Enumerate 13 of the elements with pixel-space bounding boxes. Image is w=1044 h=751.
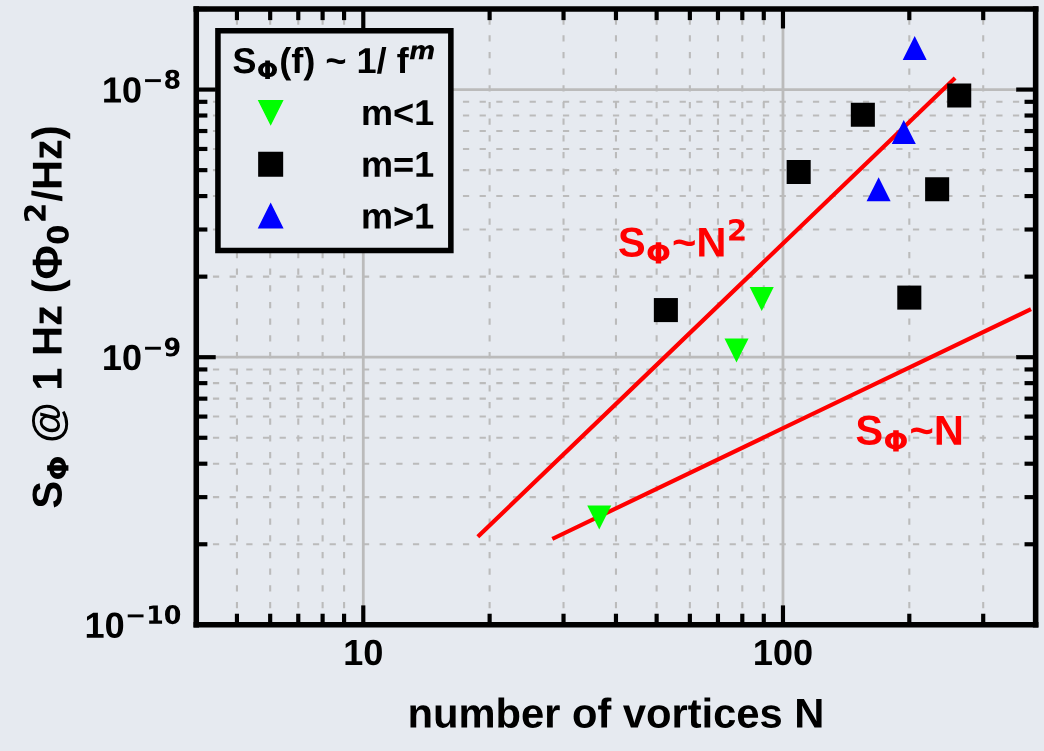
legend-title: S$_{Φ}$(f) ~ 1/ f$^{m}$ [233, 45, 434, 81]
x-axis-title: number of vortices N [410, 697, 822, 728]
annotation: S$_{Φ}$~N [856, 415, 962, 452]
annotation: S$_{Φ}$~N$^{2}$ [619, 218, 745, 264]
y-tick-label: 10$^{−10}$ [86, 605, 181, 638]
legend-label: m=1 [363, 151, 434, 177]
y-axis-title: S$_{Φ}$ @ 1 Hz (Φ$_{0}$$^{2}$/Hz) [23, 127, 71, 508]
y-tick-label: 10$^{−9}$ [104, 337, 180, 371]
y-tick-label: 10$^{−8}$ [104, 69, 180, 103]
legend-label: m>1 [363, 203, 434, 229]
x-tick-label: 10 [345, 639, 382, 666]
legend-label: m<1 [363, 100, 434, 126]
x-tick-label: 100 [755, 639, 812, 666]
